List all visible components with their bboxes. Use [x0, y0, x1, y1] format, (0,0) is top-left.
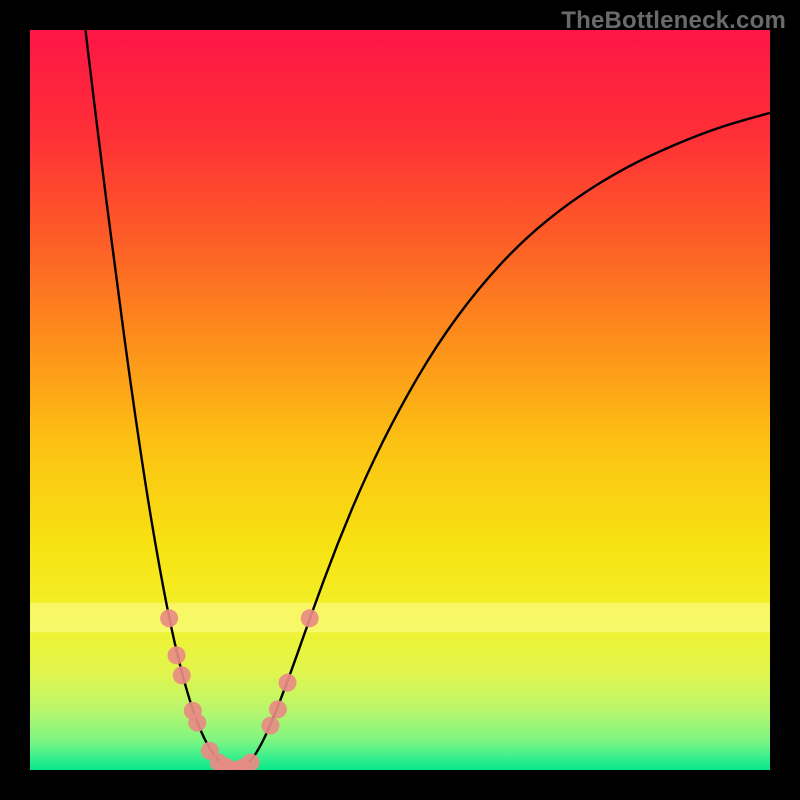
chart-frame: TheBottleneck.com — [0, 0, 800, 800]
curve-marker — [168, 646, 186, 664]
bottleneck-chart — [30, 30, 770, 770]
curve-marker — [262, 717, 280, 735]
curve-marker — [269, 700, 287, 718]
curve-marker — [160, 609, 178, 627]
plot-background — [30, 30, 770, 770]
curve-marker — [173, 666, 191, 684]
curve-marker — [279, 674, 297, 692]
highlight-band — [30, 603, 770, 633]
curve-marker — [301, 609, 319, 627]
curve-marker — [188, 714, 206, 732]
